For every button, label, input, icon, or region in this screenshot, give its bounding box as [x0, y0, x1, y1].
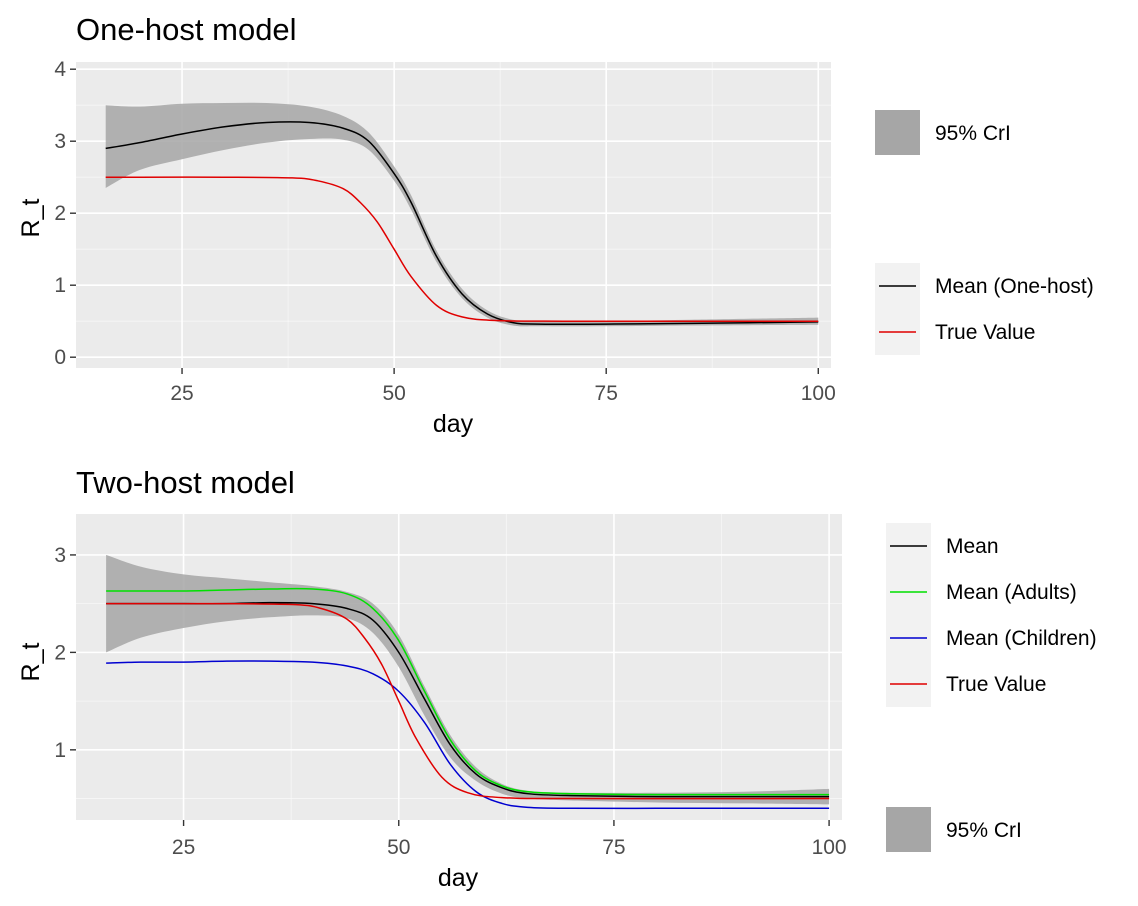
legend-lines: Mean (One-host) True Value — [875, 263, 1094, 355]
y-tick-label: 2 — [54, 641, 66, 664]
x-tick-label: 75 — [602, 836, 625, 859]
legend-ribbon: 95% CrI — [886, 807, 1022, 852]
y-tick-label: 3 — [54, 130, 66, 153]
y-tick-label: 1 — [54, 274, 66, 297]
series-layer — [106, 587, 830, 810]
series-line-true-value — [106, 602, 830, 800]
legend-lines: Mean Mean (Adults) Mean (Children) True Val… — [886, 523, 1097, 707]
x-axis-title: day — [433, 410, 474, 438]
legend-label: True Value — [946, 673, 1046, 696]
y-tick-label: 3 — [54, 544, 66, 567]
series-line-mean-adults — [106, 587, 830, 796]
legend-key-fill — [875, 110, 920, 155]
grid-lines — [76, 514, 842, 820]
legend-label: Mean (Children) — [946, 627, 1097, 650]
legend-label: 95% CrI — [946, 819, 1022, 842]
axes: 25 50 75 100 0 1 2 3 4 — [54, 58, 835, 405]
chart-title: Two-host model — [76, 465, 295, 500]
plot-panel — [76, 514, 842, 820]
legend-ribbon: 95% CrI — [875, 110, 1011, 155]
x-tick-label: 50 — [382, 382, 405, 405]
y-axis-title: R_t — [17, 198, 45, 237]
legend-label: Mean (One-host) — [935, 275, 1094, 298]
x-tick-label: 50 — [387, 836, 410, 859]
x-tick-label: 25 — [172, 836, 195, 859]
series-line-mean-one-host — [105, 121, 819, 325]
series-layer — [105, 121, 819, 325]
y-tick-label: 0 — [54, 346, 66, 369]
chart-title: One-host model — [76, 12, 297, 47]
x-tick-label: 25 — [170, 382, 193, 405]
chart-one-host: One-host model 25 50 75 100 0 1 2 3 4 day R_t 95… — [17, 12, 1094, 438]
axes: 25 50 75 100 1 2 3 — [54, 544, 846, 859]
ribbon-layer — [105, 102, 819, 327]
series-line-true-value — [105, 176, 819, 323]
legend-label: True Value — [935, 321, 1035, 344]
y-tick-label: 2 — [54, 202, 66, 225]
ribbon-95-cri — [106, 554, 830, 805]
legend-label: Mean — [946, 535, 999, 558]
x-tick-label: 100 — [801, 382, 836, 405]
y-axis-title: R_t — [17, 642, 45, 681]
ribbon-95-cri — [105, 102, 819, 327]
y-tick-label: 4 — [54, 58, 66, 81]
x-tick-label: 100 — [812, 836, 847, 859]
legend-label: Mean (Adults) — [946, 581, 1077, 604]
series-line-mean-children — [106, 660, 830, 810]
x-tick-label: 75 — [595, 382, 618, 405]
legend-key-fill — [886, 807, 931, 852]
legend-label: 95% CrI — [935, 122, 1011, 145]
x-axis-title: day — [438, 864, 479, 892]
ribbon-layer — [106, 554, 830, 805]
chart-two-host: Two-host model 25 50 75 100 1 2 3 day R_t Mean… — [17, 465, 1097, 892]
y-tick-label: 1 — [54, 739, 66, 762]
